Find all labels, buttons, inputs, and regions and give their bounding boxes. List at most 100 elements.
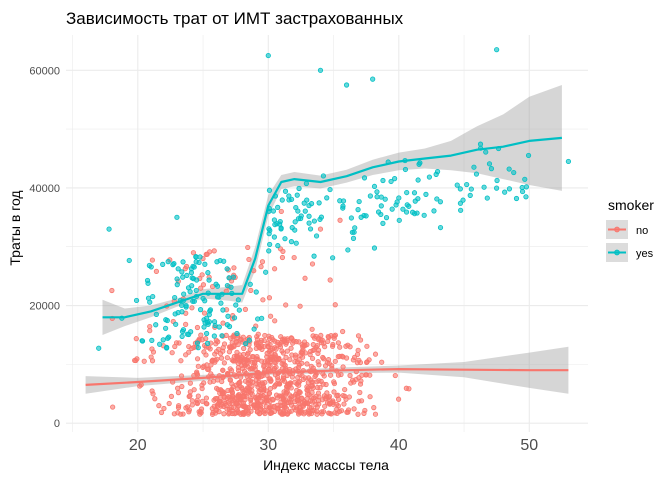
scatter-point-no — [352, 354, 358, 360]
scatter-point-yes — [247, 281, 253, 287]
scatter-point-no — [327, 410, 333, 417]
scatter-point-yes — [205, 270, 211, 276]
scatter-point-yes — [190, 298, 196, 304]
scatter-point-no — [355, 347, 361, 353]
scatter-point-no — [269, 404, 275, 410]
scatter-point-yes — [149, 337, 155, 343]
scatter-point-no — [237, 383, 243, 389]
scatter-point-yes — [160, 337, 166, 343]
scatter-point-no — [175, 385, 181, 391]
scatter-point-no — [183, 321, 189, 327]
scatter-point-yes — [318, 214, 324, 220]
scatter-point-no — [166, 400, 172, 407]
scatter-point-no — [230, 358, 236, 364]
scatter-point-yes — [263, 269, 269, 275]
scatter-point-no — [280, 358, 286, 364]
scatter-point-yes — [311, 218, 317, 224]
scatter-point-yes — [165, 259, 171, 265]
scatter-point-no — [227, 377, 233, 383]
scatter-point-no — [367, 394, 373, 400]
scatter-point-no — [273, 346, 279, 352]
scatter-point-no — [281, 337, 287, 344]
scatter-point-no — [248, 287, 254, 293]
scatter-point-yes — [218, 300, 224, 306]
x-tick-label: 30 — [259, 437, 277, 454]
scatter-point-no — [195, 363, 201, 369]
scatter-point-yes — [403, 209, 410, 215]
scatter-point-yes — [306, 220, 312, 226]
scatter-point-yes — [166, 334, 172, 340]
scatter-point-no — [212, 410, 219, 416]
scatter-point-no — [220, 367, 226, 373]
scatter-point-no — [252, 363, 258, 369]
grid-layer — [66, 35, 588, 432]
scatter-point-no — [190, 250, 197, 256]
scatter-point-no — [301, 411, 307, 417]
scatter-point-no — [326, 360, 332, 367]
scatter-point-no — [233, 400, 239, 406]
scatter-point-no — [226, 344, 233, 350]
scatter-point-no — [194, 356, 201, 362]
scatter-point-no — [309, 261, 316, 267]
scatter-point-yes — [434, 196, 440, 202]
scatter-point-no — [259, 398, 265, 404]
scatter-point-no — [344, 409, 350, 415]
scatter-point-no — [296, 390, 302, 396]
scatter-point-no — [335, 392, 341, 398]
scatter-point-no — [246, 256, 252, 263]
scatter-point-yes — [153, 311, 159, 317]
scatter-point-yes — [494, 47, 500, 53]
scatter-point-yes — [382, 196, 388, 202]
scatter-point-yes — [235, 297, 241, 303]
scatter-point-no — [218, 388, 225, 394]
scatter-point-yes — [202, 261, 208, 267]
scatter-point-yes — [231, 315, 238, 321]
scatter-point-no — [372, 351, 379, 357]
scatter-point-no — [257, 339, 263, 346]
smooth-line-yes — [102, 136, 563, 319]
scatter-point-no — [269, 350, 275, 356]
scatter-point-no — [308, 363, 314, 369]
scatter-point-no — [261, 387, 267, 393]
scatter-point-yes — [303, 180, 309, 187]
scatter-point-no — [224, 355, 230, 361]
scatter-point-yes — [266, 248, 272, 254]
scatter-point-yes — [277, 221, 283, 227]
scatter-point-yes — [144, 277, 151, 284]
scatter-point-yes — [511, 169, 517, 176]
scatter-point-yes — [389, 206, 395, 212]
scatter-point-yes — [211, 333, 217, 339]
scatter-point-no — [233, 339, 239, 345]
scatter-point-no — [273, 359, 279, 366]
scatter-point-no — [296, 411, 302, 417]
scatter-point-no — [278, 208, 284, 215]
scatter-point-no — [199, 385, 205, 392]
y-axis-label: Траты в год — [7, 190, 23, 265]
scatter-point-no — [183, 352, 189, 358]
scatter-point-no — [291, 254, 297, 261]
scatter-point-no — [297, 372, 303, 378]
scatter-point-no — [356, 357, 362, 363]
scatter-point-no — [332, 302, 338, 308]
scatter-point-yes — [253, 289, 259, 295]
scatter-point-no — [194, 400, 200, 406]
scatter-point-yes — [371, 183, 378, 190]
scatter-point-yes — [471, 164, 477, 170]
scatter-point-no — [322, 344, 328, 350]
scatter-point-no — [267, 386, 274, 392]
scatter-point-no — [220, 345, 226, 351]
y-tick-label: 20000 — [29, 301, 60, 313]
scatter-point-no — [168, 393, 175, 399]
scatter-point-no — [311, 395, 317, 401]
scatter-point-no — [347, 344, 353, 350]
scatter-point-no — [235, 360, 241, 367]
scatter-point-no — [214, 356, 220, 362]
scatter-point-no — [175, 405, 182, 411]
scatter-point-no — [226, 349, 232, 355]
scatter-point-no — [242, 306, 249, 312]
scatter-point-no — [302, 375, 308, 381]
scatter-point-yes — [313, 233, 320, 239]
scatter-point-yes — [293, 204, 299, 211]
scatter-point-yes — [367, 193, 373, 199]
